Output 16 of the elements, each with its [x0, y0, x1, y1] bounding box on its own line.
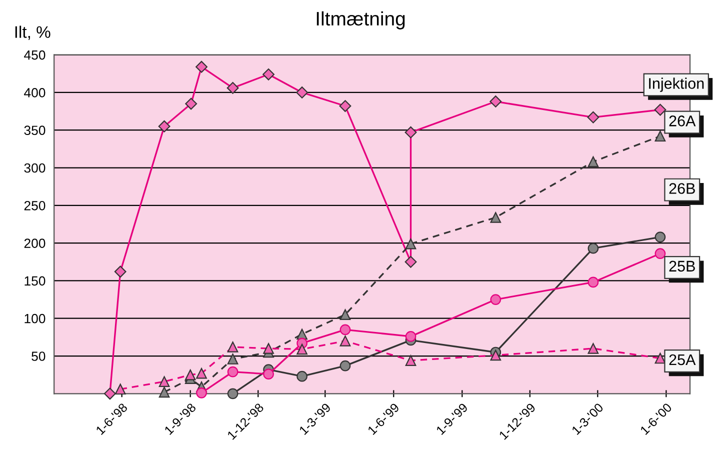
series-label: 26A: [669, 116, 696, 126]
series-label: Injektion: [649, 78, 704, 92]
y-tick-label: 350: [24, 126, 46, 136]
y-tick-label: 450: [24, 50, 46, 60]
y-axis-title: Ilt, %: [15, 26, 50, 40]
y-tick-label: 300: [24, 163, 46, 173]
y-tick-label: 250: [24, 200, 46, 210]
chart-title: Iltmætning: [316, 11, 405, 30]
text: 26B: [669, 183, 695, 194]
y-tick-label: 400: [24, 88, 46, 98]
y-tick-label: 150: [24, 276, 46, 286]
series-label: 25B: [669, 260, 695, 272]
series-label: 25A: [669, 354, 696, 366]
y-tick-label: 200: [24, 238, 46, 248]
y-tick-label: 50: [32, 352, 46, 361]
y-tick-label: 100: [24, 314, 46, 324]
